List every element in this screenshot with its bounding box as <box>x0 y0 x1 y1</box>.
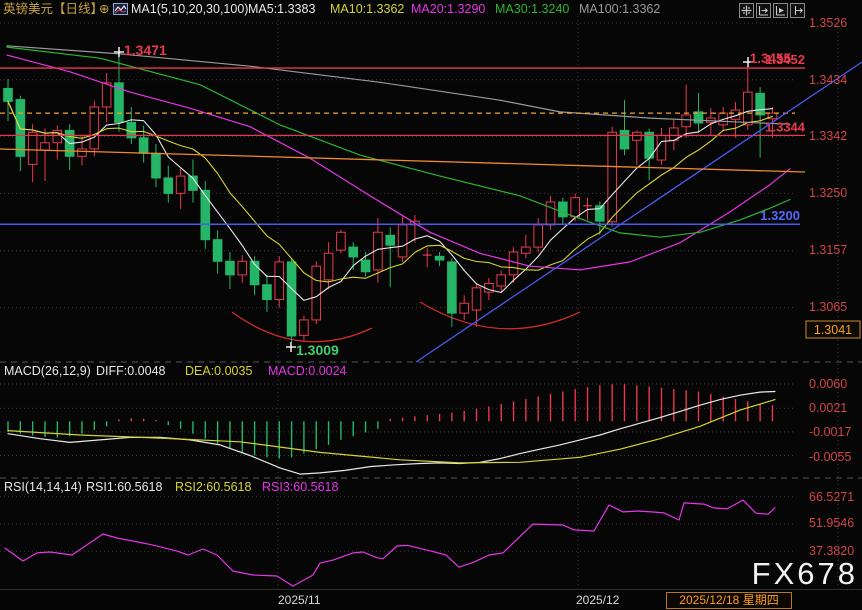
axis-play-icon[interactable] <box>773 3 788 18</box>
rsi1-value: RSI1:60.5618 <box>86 480 163 494</box>
svg-text:-0.0017: -0.0017 <box>809 425 851 439</box>
svg-text:1.3009: 1.3009 <box>296 342 339 358</box>
main-header: 英镑美元【日线】 ⊕ MA1(5,10,20,30,100) MA5:1.338… <box>0 2 862 18</box>
svg-text:1.3250: 1.3250 <box>809 186 847 200</box>
rsi2-value: RSI2:60.5618 <box>175 480 252 494</box>
macd-diff-value: DIFF:0.0048 <box>96 364 166 378</box>
current-date-badge: 2025/12/18 星期四 <box>666 592 792 609</box>
macd-macd-value: MACD:0.0024 <box>268 364 347 378</box>
svg-text:1.3065: 1.3065 <box>809 300 847 314</box>
ma-layer <box>6 45 791 301</box>
pan-crosshair-icon[interactable] <box>739 3 754 18</box>
svg-text:66.5271: 66.5271 <box>809 490 854 504</box>
month-label-dec: 2025/12 <box>576 593 620 607</box>
ma-settings-label: MA1(5,10,20,30,100) <box>131 2 249 16</box>
svg-text:1.3526: 1.3526 <box>809 16 847 30</box>
svg-text:1.3471: 1.3471 <box>124 42 167 58</box>
ma20-value: MA20:1.3290 <box>411 2 486 16</box>
grid-layer <box>0 16 862 588</box>
axis-compress-icon[interactable] <box>756 3 771 18</box>
svg-text:1.3200: 1.3200 <box>760 208 800 223</box>
svg-text:0.0021: 0.0021 <box>809 401 847 415</box>
add-indicator-icon[interactable]: ⊕ <box>99 2 110 16</box>
axis-reset-icon[interactable] <box>790 3 805 18</box>
candle-layer <box>3 56 778 343</box>
svg-text:1.3157: 1.3157 <box>809 243 847 257</box>
svg-text:51.9546: 51.9546 <box>809 516 854 530</box>
svg-text:1.3455: 1.3455 <box>750 51 792 66</box>
rsi-title: RSI(14,14,14) <box>4 480 82 494</box>
rsi-header: RSI(14,14,14) RSI1:60.5618 RSI2:60.5618 … <box>0 480 600 495</box>
ma5-value: MA5:1.3383 <box>248 2 316 16</box>
macd-dea-value: DEA:0.0035 <box>185 364 253 378</box>
svg-text:1.3452: 1.3452 <box>765 52 805 67</box>
chart-type-icon[interactable] <box>113 2 128 20</box>
macd-header: MACD(26,12,9) DIFF:0.0048 DEA:0.0035 MAC… <box>0 364 600 379</box>
watermark-fx678: FX678 <box>752 556 858 591</box>
rsi-layer <box>4 499 776 587</box>
lines-layer: 1.3452 1.3344 1.3200 <box>0 52 862 363</box>
svg-text:1.3434: 1.3434 <box>809 73 847 87</box>
arc-layer <box>231 301 581 343</box>
macd-layer <box>7 384 776 475</box>
svg-text:1.3342: 1.3342 <box>809 129 847 143</box>
macd-title: MACD(26,12,9) <box>4 364 91 378</box>
ma30-value: MA30:1.3240 <box>495 2 570 16</box>
ma10-value: MA10:1.3362 <box>330 2 405 16</box>
time-axis[interactable]: 2025/11 2025/12 2025/12/18 星期四 <box>0 589 862 610</box>
rsi3-value: RSI3:60.5618 <box>262 480 339 494</box>
svg-text:37.3820: 37.3820 <box>809 544 854 558</box>
svg-text:-0.0055: -0.0055 <box>809 450 851 464</box>
wm-layer: FX678 <box>752 556 858 591</box>
symbol-title: 英镑美元【日线】 <box>3 2 104 16</box>
svg-text:1.3344: 1.3344 <box>765 119 806 134</box>
svg-text:1.3041: 1.3041 <box>814 323 852 337</box>
month-label-nov: 2025/11 <box>278 593 321 607</box>
svg-text:0.0060: 0.0060 <box>809 377 847 391</box>
axis-layer: 1.3526 1.3434 1.3342 1.3250 1.3157 1.3065 0.00… <box>805 16 861 558</box>
ma100-value: MA100:1.3362 <box>579 2 661 16</box>
chart-toolbar <box>739 3 805 18</box>
marker-layer: 1.3471 1.3009 1.3455 <box>114 42 791 358</box>
